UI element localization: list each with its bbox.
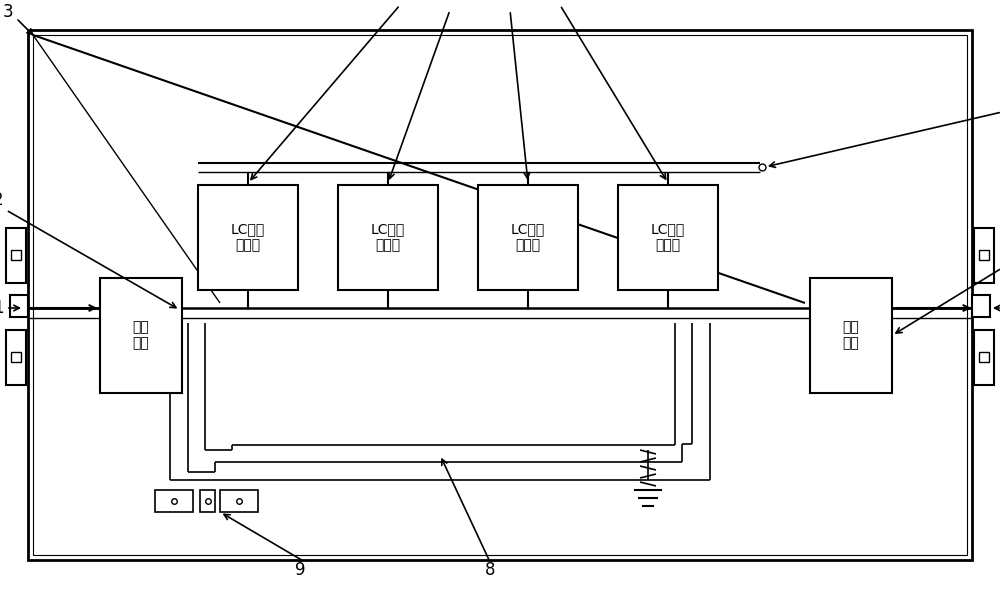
- Bar: [974, 330, 994, 385]
- Text: 输出
匹配: 输出 匹配: [843, 320, 859, 350]
- Bar: [10, 295, 28, 317]
- Text: LC开关
陷波三: LC开关 陷波三: [511, 223, 545, 253]
- Text: 2: 2: [0, 191, 3, 209]
- Text: 8: 8: [485, 561, 495, 579]
- Bar: [6, 228, 26, 283]
- Bar: [220, 490, 258, 512]
- Text: LC开关
陷波四: LC开关 陷波四: [651, 223, 685, 253]
- Text: LC开关
陷波一: LC开关 陷波一: [231, 223, 265, 253]
- Text: LC开关
陷波二: LC开关 陷波二: [371, 223, 405, 253]
- Text: 1: 1: [0, 299, 3, 317]
- Text: 4: 4: [485, 0, 495, 4]
- Bar: [155, 490, 193, 512]
- Bar: [618, 185, 718, 290]
- Bar: [200, 490, 215, 512]
- Bar: [972, 295, 990, 317]
- Text: 输入
匹配: 输入 匹配: [133, 320, 149, 350]
- Bar: [33, 35, 967, 555]
- Bar: [338, 185, 438, 290]
- Bar: [100, 278, 182, 393]
- Bar: [28, 30, 972, 560]
- Bar: [974, 228, 994, 283]
- Bar: [478, 185, 578, 290]
- Text: 9: 9: [295, 561, 305, 579]
- Bar: [6, 330, 26, 385]
- Bar: [810, 278, 892, 393]
- Text: 3: 3: [3, 3, 13, 21]
- Bar: [198, 185, 298, 290]
